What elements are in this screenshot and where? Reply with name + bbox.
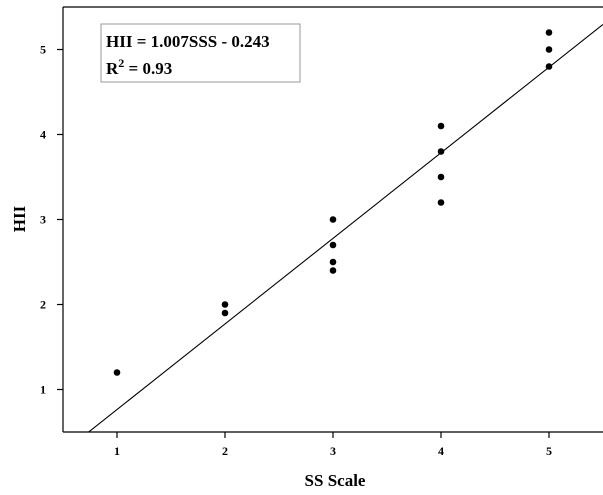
x-ticks: 1 2 3 4 5 (114, 432, 552, 458)
data-point (329, 241, 337, 249)
data-point (545, 46, 553, 53)
x-tick-label: 2 (222, 444, 228, 458)
y-tick-label: 4 (40, 128, 46, 142)
x-axis-title: SS Scale (305, 471, 366, 490)
data-point (545, 29, 553, 36)
data-point (437, 122, 445, 130)
y-tick-label: 5 (40, 43, 46, 57)
data-point (437, 148, 445, 155)
y-tick-label: 3 (40, 213, 46, 227)
x-tick-label: 1 (114, 444, 120, 458)
y-tick-label: 1 (40, 383, 46, 397)
data-point (221, 301, 229, 308)
x-tick-label: 4 (438, 444, 444, 458)
r-squared-superscript: 2 (118, 56, 124, 70)
r-squared-value: = 0.93 (124, 59, 172, 78)
y-axis-title: HII (10, 205, 29, 232)
y-tick-label: 2 (40, 298, 46, 312)
data-points (113, 29, 553, 376)
r-squared-text: R2 = 0.93 (106, 56, 172, 78)
data-point (437, 173, 445, 181)
y-ticks: 1 2 3 4 5 (40, 43, 63, 397)
regression-line-group (87, 23, 603, 432)
data-point (113, 369, 121, 376)
data-point (329, 258, 337, 266)
data-point (545, 63, 553, 70)
regression-line (87, 23, 603, 432)
x-tick-label: 3 (330, 444, 336, 458)
data-point (221, 309, 229, 317)
data-point (437, 199, 445, 206)
r-squared-prefix: R (106, 59, 119, 78)
regression-annotation: HII = 1.007SSS - 0.243 R2 = 0.93 (100, 23, 301, 83)
equation-text: HII = 1.007SSS - 0.243 (106, 32, 270, 51)
data-point (329, 267, 337, 274)
x-tick-label: 5 (546, 444, 552, 458)
data-point (329, 216, 337, 223)
annotation-box (100, 23, 301, 83)
